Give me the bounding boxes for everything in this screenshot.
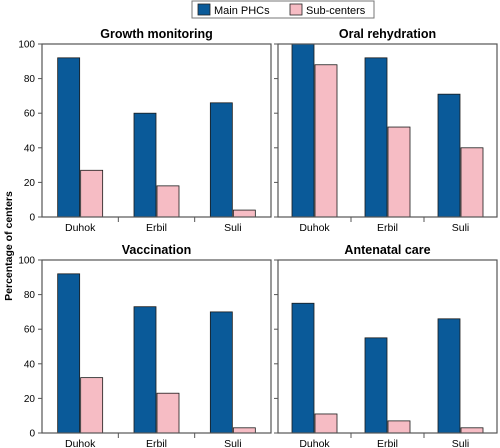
panel-antenatal-care: Antenatal care Duhok Erbil Suli xyxy=(274,243,498,448)
y-tick-label-40: 40 xyxy=(24,143,36,154)
bar-sub-centers-duhok xyxy=(80,169,104,218)
bar-main-phcs-duhok xyxy=(291,302,315,434)
bar-main-phcs-duhok xyxy=(291,43,315,218)
legend-box xyxy=(191,0,375,19)
bar-sub-centers-duhok xyxy=(314,413,338,434)
panel-oral-rehydration: Oral rehydration Duhok Erbil Suli xyxy=(274,27,498,234)
y-tick-label-100: 100 xyxy=(18,40,35,51)
panel-title: Antenatal care xyxy=(344,243,430,257)
bar-sub-centers-suli xyxy=(232,209,256,218)
legend: Main PHCs Sub-centers xyxy=(191,0,375,19)
x-tick-label-erbil: Erbil xyxy=(146,438,167,448)
panel-frame xyxy=(41,43,272,218)
bar-sub-centers-erbil xyxy=(156,392,180,434)
x-tick-label-duhok: Duhok xyxy=(299,222,330,234)
x-tick-label-suli: Suli xyxy=(452,438,470,448)
y-tick-label-20: 20 xyxy=(24,394,36,405)
legend-label-sub-centers: Sub-centers xyxy=(306,5,366,17)
x-tick-label-erbil: Erbil xyxy=(377,438,398,448)
bar-sub-centers-erbil xyxy=(387,420,411,434)
y-tick-label-0: 0 xyxy=(29,429,35,440)
bar-sub-centers-suli xyxy=(232,427,256,434)
y-axis-title: Percentage of centers xyxy=(3,191,15,301)
legend-swatch-sub-centers xyxy=(289,3,303,16)
panel-vaccination: Vaccination Duhok Erbil Suli 0 20 40 60 80 100 xyxy=(18,243,272,448)
legend-swatch-main-phcs xyxy=(197,3,211,16)
bar-main-phcs-erbil xyxy=(364,337,388,434)
panel-frame xyxy=(277,43,498,218)
bar-main-phcs-suli xyxy=(209,311,233,434)
x-tick-label-erbil: Erbil xyxy=(377,222,398,234)
chart-panels: Growth monitoring Duhok Erbil Suli 0 20 40 60 80… xyxy=(18,27,498,448)
y-tick-label-80: 80 xyxy=(24,74,36,85)
bar-main-phcs-duhok xyxy=(57,273,81,434)
bar-main-phcs-erbil xyxy=(133,306,157,434)
x-tick-label-duhok: Duhok xyxy=(299,438,330,448)
x-tick-label-duhok: Duhok xyxy=(65,438,96,448)
y-tick-label-40: 40 xyxy=(24,359,36,370)
bar-main-phcs-duhok xyxy=(57,57,81,218)
bar-sub-centers-duhok xyxy=(314,64,338,218)
x-tick-label-suli: Suli xyxy=(452,222,470,234)
x-tick-label-suli: Suli xyxy=(224,222,242,234)
y-tick-label-60: 60 xyxy=(24,325,36,336)
bar-sub-centers-suli xyxy=(460,427,484,434)
y-tick-label-60: 60 xyxy=(24,109,36,120)
bar-main-phcs-suli xyxy=(437,93,461,218)
y-tick-label-100: 100 xyxy=(18,256,35,267)
bar-main-phcs-erbil xyxy=(364,57,388,218)
panel-title: Growth monitoring xyxy=(100,27,212,41)
y-tick-label-80: 80 xyxy=(24,290,36,301)
panel-growth-monitoring: Growth monitoring Duhok Erbil Suli 0 20 40 60 80… xyxy=(18,27,272,234)
x-tick-label-suli: Suli xyxy=(224,438,242,448)
x-tick-label-duhok: Duhok xyxy=(65,222,96,234)
panel-frame xyxy=(277,259,498,434)
bar-main-phcs-erbil xyxy=(133,112,157,218)
bar-sub-centers-duhok xyxy=(80,377,104,434)
legend-label-main-phcs: Main PHCs xyxy=(214,5,270,17)
bar-main-phcs-suli xyxy=(437,318,461,434)
x-tick-label-erbil: Erbil xyxy=(146,222,167,234)
panel-title: Oral rehydration xyxy=(339,27,436,41)
y-tick-label-20: 20 xyxy=(24,178,36,189)
bar-main-phcs-suli xyxy=(209,102,233,218)
y-tick-label-0: 0 xyxy=(29,213,35,224)
bar-sub-centers-suli xyxy=(460,147,484,218)
panel-frame xyxy=(41,259,272,434)
bar-sub-centers-erbil xyxy=(156,185,180,218)
bar-sub-centers-erbil xyxy=(387,126,411,218)
panel-title: Vaccination xyxy=(122,243,191,257)
